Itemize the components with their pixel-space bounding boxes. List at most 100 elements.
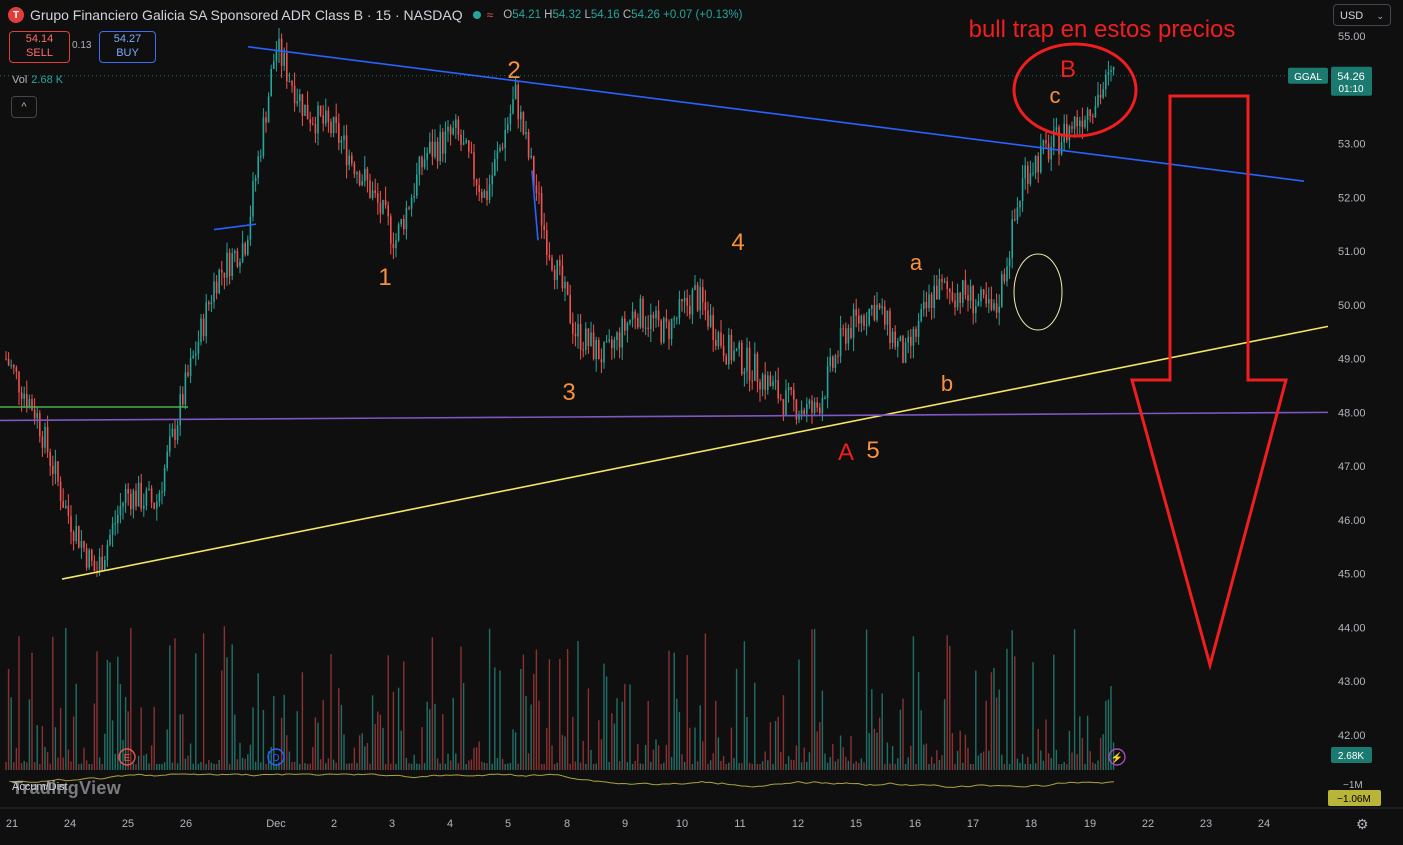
candle-body (652, 314, 655, 319)
candle-body (741, 342, 743, 374)
price-tick-label: 55.00 (1338, 31, 1366, 43)
candle-body (951, 292, 954, 301)
candle-body (340, 140, 343, 143)
candle-body (676, 317, 678, 319)
candle-body (782, 399, 785, 416)
candle-body (553, 269, 556, 281)
candle-body (179, 394, 181, 426)
buy-button[interactable]: 54.27 BUY (99, 31, 156, 63)
collapse-legend-button[interactable]: ^ (11, 96, 37, 118)
candle-body (1029, 173, 1032, 185)
candle-body (624, 318, 626, 331)
candle-body (834, 355, 837, 368)
candle-body (353, 163, 356, 175)
candle-body (507, 124, 509, 130)
candle-body (241, 243, 244, 262)
price-tick-label: 46.00 (1338, 515, 1366, 527)
candle-body (184, 372, 187, 405)
candle-body (296, 101, 298, 104)
candle-body (657, 310, 660, 321)
candle-body (1027, 165, 1029, 185)
candle-body (312, 123, 314, 125)
annotation-label: 3 (562, 379, 575, 406)
candle-body (257, 156, 259, 179)
candle-body (439, 132, 441, 162)
candle-body (512, 99, 514, 114)
candle-body (468, 140, 470, 152)
candle-body (109, 534, 111, 545)
candle-body (345, 135, 348, 166)
candle-body (527, 131, 530, 158)
sell-button[interactable]: 54.14 SELL (9, 31, 70, 63)
yellow-trendline (61, 325, 1329, 580)
candle-body (403, 218, 405, 230)
candle-body (161, 491, 163, 493)
symbol-title[interactable]: Grupo Financiero Galicia SA Sponsored AD… (30, 7, 463, 23)
candle-body (780, 398, 782, 400)
candle-body (140, 482, 142, 509)
candle-body (270, 68, 272, 97)
time-tick-label: 2 (331, 818, 337, 830)
candle-body (475, 179, 478, 186)
candle-body (696, 285, 699, 311)
candle-body (943, 281, 946, 283)
time-tick-label: 23 (1200, 818, 1212, 830)
ticker-badge (1288, 67, 1328, 84)
candle-body (301, 94, 304, 116)
candle-body (434, 141, 436, 157)
candle-body (650, 314, 652, 330)
chevron-down-icon: ⌄ (1376, 11, 1384, 21)
candle-body (280, 38, 283, 66)
annotation-label: 5 (866, 437, 879, 464)
candle-body (46, 426, 49, 452)
candle-body (722, 345, 725, 356)
candle-body (452, 127, 454, 135)
candle-body (215, 281, 218, 294)
indicator-label[interactable]: Accum/Dist (12, 781, 68, 793)
candle-body (704, 302, 707, 311)
candle-body (1092, 116, 1094, 118)
time-tick-label: 12 (792, 818, 804, 830)
candle-body (85, 548, 88, 568)
candle-body (377, 193, 379, 203)
candle-body (5, 358, 7, 360)
candle-body (436, 141, 439, 162)
candle-body (348, 155, 350, 166)
candle-body (613, 339, 616, 348)
candle-body (457, 119, 460, 135)
candle-body (590, 332, 592, 346)
candle-body (408, 207, 410, 209)
candle-body (808, 400, 811, 405)
candle-body (364, 168, 366, 182)
candle-body (1058, 127, 1060, 155)
candle-body (886, 310, 889, 325)
candle-body (925, 302, 928, 309)
candle-body (98, 556, 101, 573)
candle-body (673, 318, 675, 320)
candle-body (413, 195, 415, 198)
candle-body (1112, 66, 1115, 70)
currency-select[interactable]: USD ⌄ (1333, 4, 1391, 26)
candle-body (293, 85, 296, 104)
candle-body (429, 141, 431, 153)
candle-body (878, 304, 881, 309)
gear-icon[interactable]: ⚙ (1356, 816, 1369, 832)
candle-body (499, 147, 501, 152)
candle-body (608, 339, 610, 342)
candle-body (1089, 109, 1091, 117)
candle-body (57, 461, 59, 482)
candle-body (213, 281, 215, 303)
candle-body (496, 151, 499, 160)
annotation-label: A (838, 439, 854, 466)
time-tick-label: 24 (1258, 818, 1270, 830)
candle-body (725, 355, 727, 365)
candle-body (330, 121, 332, 134)
blue-trendline (247, 45, 1305, 182)
price-tick-label: 51.00 (1338, 246, 1366, 258)
candle-body (566, 282, 569, 295)
candle-body (231, 253, 233, 277)
candle-body (514, 84, 517, 100)
candle-body (444, 131, 447, 154)
